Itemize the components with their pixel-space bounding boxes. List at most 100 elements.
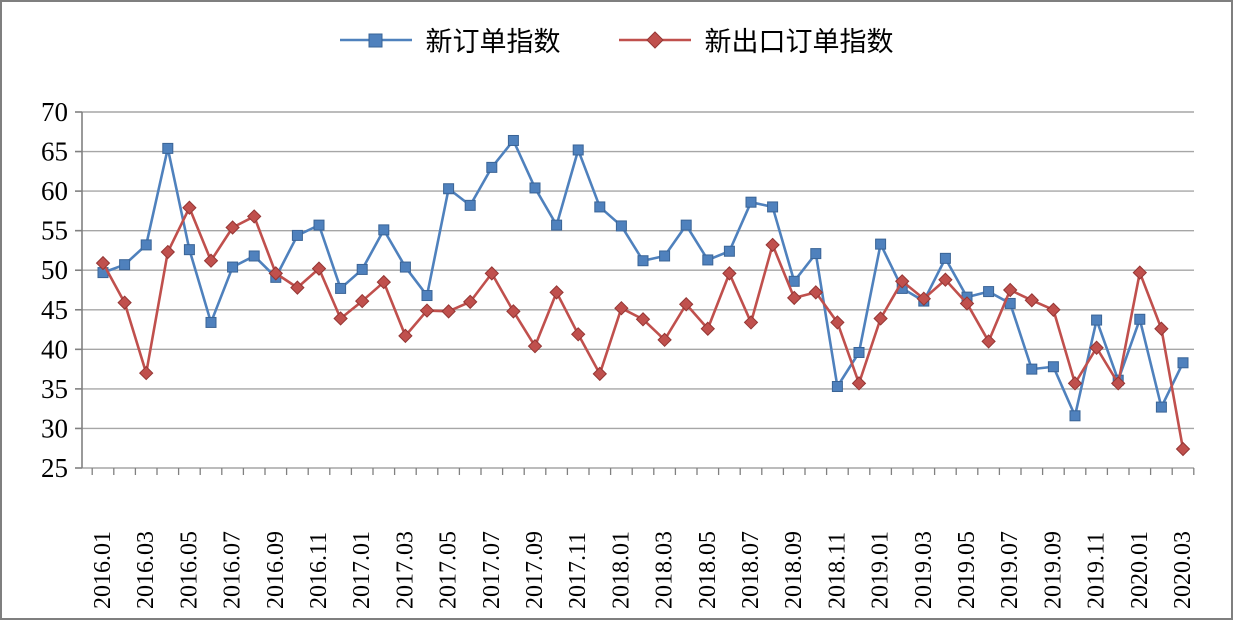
data-point-new-orders [702,254,714,266]
data-point-new-export-orders [592,366,608,382]
x-tick-label: 2018.07 [738,531,764,609]
data-point-new-export-orders [570,327,586,342]
data-point-new-orders [1177,357,1189,369]
data-point-new-orders [507,134,519,146]
legend-item-new-export-orders: 新出口订单指数 [618,20,894,59]
y-tick-label: 70 [41,97,68,127]
series-line-new-export-orders [101,206,1185,450]
x-tick-label: 2018.03 [652,531,678,609]
y-tick-label: 40 [41,334,68,364]
y-tick-label: 60 [41,176,68,206]
y-tick-label: 55 [41,216,68,246]
x-tick-label: 2017.01 [349,531,375,609]
data-point-new-export-orders [1154,321,1169,336]
data-point-new-orders [1026,363,1038,375]
data-point-new-export-orders [938,272,953,287]
data-point-new-export-orders [700,321,716,336]
data-point-new-orders [227,261,239,273]
data-point-new-orders [572,144,584,156]
data-point-new-export-orders [354,293,370,309]
x-tick-label: 2017.09 [522,531,548,609]
data-point-new-export-orders [419,303,435,318]
x-tick-label: 2017.11 [565,532,591,609]
data-point-new-orders [680,219,692,231]
data-point-new-export-orders [1002,282,1018,298]
x-tick-label: 2018.05 [695,531,721,609]
data-point-new-export-orders [268,266,284,281]
x-tick-label: 2016.01 [90,531,116,609]
x-tick-label: 2016.11 [306,532,332,609]
data-point-new-orders [659,250,671,262]
data-point-new-export-orders [290,280,305,295]
y-tick-label: 30 [41,413,68,443]
data-point-new-export-orders [808,285,824,300]
data-point-new-orders [443,183,455,195]
data-point-new-export-orders [376,274,392,290]
legend-label-new-export-orders: 新出口订单指数 [704,27,894,57]
data-point-new-export-orders [678,297,694,312]
data-point-new-export-orders [549,285,564,300]
data-point-new-export-orders [635,312,651,327]
data-point-new-export-orders [398,328,413,344]
y-tick-label: 25 [41,453,68,483]
data-point-new-export-orders [1067,376,1083,391]
x-tick-label: 2019.01 [868,531,894,609]
data-point-new-orders [356,263,368,275]
x-tick-label: 2017.03 [392,531,418,609]
x-tick-label: 2019.05 [954,531,980,609]
data-point-new-orders [1155,401,1167,413]
data-point-new-export-orders [894,274,910,289]
x-tick-label: 2016.09 [263,531,289,609]
x-tick-label: 2017.07 [479,531,505,609]
data-point-new-orders [378,224,390,236]
data-point-new-export-orders [527,338,543,354]
y-tick-label: 65 [41,137,68,167]
data-point-new-orders [486,161,498,173]
x-tick-label: 2017.05 [436,531,462,609]
data-point-new-export-orders [311,261,327,276]
data-point-new-export-orders [851,376,867,391]
data-point-new-export-orders [225,220,240,235]
data-point-new-orders [810,248,822,260]
data-point-new-orders [183,244,195,256]
data-point-new-orders [291,229,303,241]
data-point-new-export-orders [160,244,176,260]
data-point-new-export-orders [462,294,478,310]
data-point-new-orders [1091,314,1103,326]
x-tick-label: 2016.05 [176,531,202,609]
data-point-new-export-orders [441,304,456,319]
data-point-new-orders [745,196,757,208]
legend-label-new-orders: 新订单指数 [425,27,561,57]
data-point-new-export-orders [182,200,197,215]
data-point-new-export-orders [916,291,932,306]
data-point-new-export-orders [506,304,521,319]
x-tick-label: 2019.11 [1084,532,1110,609]
data-point-new-export-orders [614,300,629,316]
data-point-new-export-orders [203,253,219,268]
data-point-new-export-orders [333,311,348,326]
x-tick-label: 2020.03 [1170,531,1196,609]
data-point-new-export-orders [246,209,262,224]
series-line-new-orders [102,139,1185,418]
x-tick-label: 2016.07 [220,531,246,609]
data-point-new-orders [939,252,951,264]
data-point-new-orders [983,286,995,298]
x-tick-label: 2019.09 [1040,531,1066,609]
x-tick-label: 2016.03 [133,531,159,609]
data-point-new-export-orders [1024,293,1040,308]
square-marker-icon [339,33,412,47]
data-point-new-export-orders [830,315,845,330]
data-point-new-orders [399,261,411,273]
data-point-new-orders [421,290,433,302]
data-point-new-orders [723,245,735,257]
data-point-new-orders [335,282,347,294]
data-point-new-orders [248,250,260,262]
data-point-new-export-orders [981,334,996,349]
data-point-new-orders [853,346,865,358]
y-tick-label: 50 [41,255,68,285]
data-point-new-orders [1134,313,1146,325]
data-point-new-orders [875,238,887,250]
data-point-new-export-orders [95,255,111,271]
data-point-new-orders [831,381,843,393]
